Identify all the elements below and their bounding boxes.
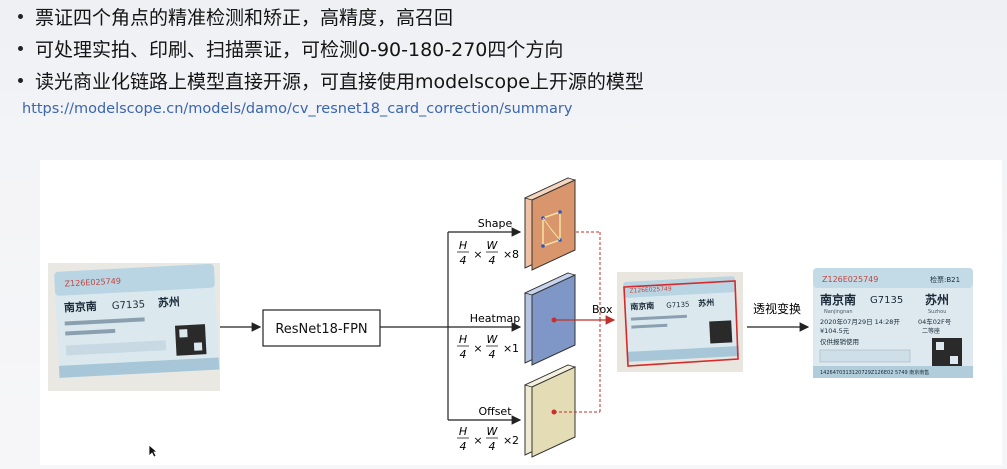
rect-price: ¥104.5元 bbox=[820, 327, 850, 335]
bullet-dot bbox=[18, 14, 23, 19]
rect-to: 苏州 bbox=[925, 292, 949, 307]
rect-date: 2020年07月29日 14:28开 bbox=[820, 317, 900, 326]
bullet-item: 可处理实拍、印刷、扫描票证，可检测0-90-180-270四个方向 bbox=[14, 35, 563, 62]
diagram-canvas: Z126E025749 南京南 G7135 苏州 ResNet18-FPN bbox=[48, 177, 973, 458]
bullet-dot bbox=[18, 78, 23, 83]
detected-box-outline bbox=[623, 280, 739, 367]
rect-class: 二等座 bbox=[922, 327, 940, 335]
rect-seat: 04车02F号 bbox=[918, 317, 952, 326]
svg-text:Z126E025749: Z126E025749 bbox=[629, 285, 672, 294]
svg-text:×: × bbox=[503, 248, 512, 261]
rect-to-pinyin: Suzhou bbox=[928, 309, 946, 315]
rect-footer: 1426470313120729Z126E02 5749 南京南售 bbox=[820, 369, 929, 376]
bullet-text: 可处理实拍、印刷、扫描票证，可检测0-90-180-270四个方向 bbox=[35, 39, 564, 61]
rect-from-pinyin: Nanjingnan bbox=[824, 309, 853, 315]
size-annotation-heatmap: H 4 × W 4 × 1 bbox=[457, 333, 519, 361]
svg-text:×: × bbox=[473, 248, 482, 261]
backbone-label: ResNet18-FPN bbox=[275, 322, 367, 337]
svg-text:8: 8 bbox=[512, 248, 519, 261]
svg-text:4: 4 bbox=[489, 440, 496, 453]
bullet-item: 读光商业化链路上模型直接开源，可直接使用modelscope上开源的模型 bbox=[14, 67, 644, 94]
transform-label: 透视变换 bbox=[753, 301, 801, 316]
rect-note: 仅供报销使用 bbox=[820, 337, 859, 346]
rect-serial: Z126E025749 bbox=[822, 275, 878, 284]
modelscope-link[interactable]: https://modelscope.cn/models/damo/cv_res… bbox=[22, 101, 573, 117]
svg-text:4: 4 bbox=[460, 254, 467, 267]
svg-text:4: 4 bbox=[460, 348, 467, 361]
feature-map-offset bbox=[523, 364, 577, 458]
bullet-item: 票证四个角点的精准检测和矫正，高精度，高召回 bbox=[14, 3, 453, 30]
svg-text:H: H bbox=[459, 425, 467, 438]
svg-text:×: × bbox=[473, 434, 482, 447]
detected-ticket-photo: Z126E025749 南京南 G7135 苏州 bbox=[617, 272, 743, 372]
svg-text:4: 4 bbox=[489, 348, 496, 361]
head-label-heatmap: Heatmap bbox=[470, 312, 521, 325]
size-annotation-shape: H 4 × W 4 × 8 bbox=[457, 239, 519, 267]
feature-map-heatmap bbox=[523, 272, 577, 366]
svg-text:4: 4 bbox=[489, 254, 496, 267]
backbone-box: ResNet18-FPN bbox=[262, 309, 381, 347]
size-annotation-offset: H 4 × W 4 × 2 bbox=[457, 425, 519, 453]
branch-lines bbox=[380, 227, 522, 425]
svg-text:W: W bbox=[487, 239, 499, 252]
svg-text:×: × bbox=[503, 434, 512, 447]
svg-text:G7135: G7135 bbox=[666, 301, 690, 310]
ticket-train: G7135 bbox=[112, 299, 146, 312]
rect-train: G7135 bbox=[870, 295, 903, 306]
bullet-dot bbox=[18, 46, 23, 51]
svg-text:W: W bbox=[487, 425, 499, 438]
svg-text:×: × bbox=[503, 342, 512, 355]
head-label-offset: Offset bbox=[478, 405, 512, 418]
bullet-text: 读光商业化链路上模型直接开源，可直接使用modelscope上开源的模型 bbox=[35, 71, 644, 93]
ticket-from: 南京南 bbox=[64, 299, 98, 315]
bullet-text: 票证四个角点的精准检测和矫正，高精度，高召回 bbox=[35, 7, 454, 29]
svg-text:H: H bbox=[459, 333, 467, 346]
rect-check: 检票:B21 bbox=[930, 275, 960, 284]
svg-text:2: 2 bbox=[512, 434, 519, 447]
box-label: Box bbox=[592, 303, 613, 316]
svg-text:苏州: 苏州 bbox=[698, 297, 715, 308]
mouse-cursor-icon bbox=[148, 444, 158, 458]
svg-text:南京南: 南京南 bbox=[630, 300, 654, 311]
svg-text:×: × bbox=[473, 342, 482, 355]
svg-text:1: 1 bbox=[512, 342, 519, 355]
rectified-ticket: Z126E025749 检票:B21 南京南 G7135 苏州 Nanjingn… bbox=[813, 268, 973, 378]
svg-text:H: H bbox=[459, 239, 467, 252]
svg-text:4: 4 bbox=[460, 440, 467, 453]
head-label-shape: Shape bbox=[478, 217, 513, 230]
rect-from: 南京南 bbox=[820, 292, 856, 307]
architecture-diagram: Z126E025749 南京南 G7135 苏州 ResNet18-FPN bbox=[40, 160, 1002, 465]
feature-map-shape bbox=[523, 177, 577, 271]
ticket-serial: Z126E025749 bbox=[64, 277, 121, 289]
ticket-to: 苏州 bbox=[157, 294, 180, 309]
input-ticket-photo: Z126E025749 南京南 G7135 苏州 bbox=[48, 263, 220, 391]
box-connectors bbox=[554, 231, 616, 413]
svg-text:W: W bbox=[487, 333, 499, 346]
